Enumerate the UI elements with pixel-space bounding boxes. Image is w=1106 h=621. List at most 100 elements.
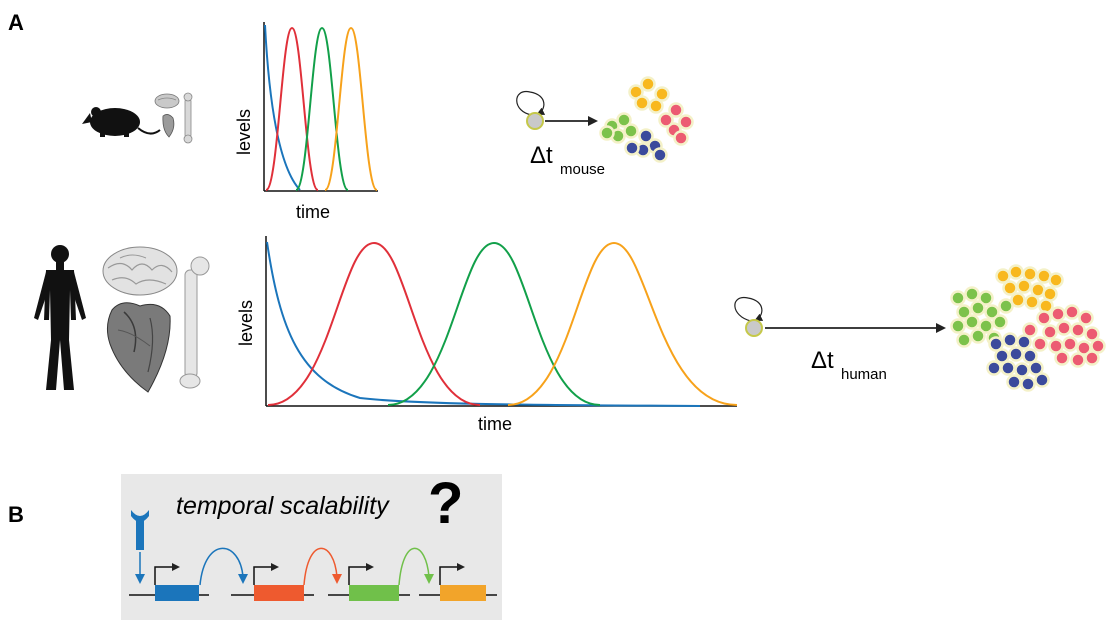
human-plot: levels time <box>236 236 738 434</box>
human-brain-icon <box>102 246 178 296</box>
mouse-curve-orange <box>324 26 378 191</box>
cell-red <box>668 102 684 118</box>
cell-red <box>1076 340 1092 356</box>
cell-yellow <box>1022 266 1038 282</box>
cell-red <box>1032 336 1048 352</box>
cell-yellow <box>995 268 1011 284</box>
cell-green <box>964 286 980 302</box>
cell-green <box>623 123 639 139</box>
cell-green <box>599 125 615 141</box>
human-heart-icon <box>106 302 171 393</box>
promoter-arrow-icon <box>154 563 180 585</box>
gene-2-box <box>254 585 304 601</box>
cell-yellow <box>634 95 650 111</box>
promoter-arrow-icon <box>348 563 374 585</box>
human-x-label: time <box>478 414 512 434</box>
progenitor-cell-icon <box>526 112 544 130</box>
cell-yellow <box>1024 294 1040 310</box>
mouse-delta-subscript: mouse <box>560 161 605 178</box>
cell-green <box>984 304 1000 320</box>
cell-blue <box>1008 346 1024 362</box>
mouse-brain-icon <box>154 93 180 109</box>
cell-red <box>1054 350 1070 366</box>
cell-blue <box>1020 376 1036 392</box>
human-bone-icon <box>179 256 210 389</box>
self-renewal-loop-icon <box>734 297 764 322</box>
receptor-icon <box>131 510 149 584</box>
cell-green <box>998 298 1014 314</box>
mouse-progenitor: Δt mouse <box>516 91 605 178</box>
cell-blue <box>652 147 668 163</box>
cell-blue <box>1000 360 1016 376</box>
cell-red <box>1078 310 1094 326</box>
mouse-silhouette-icon <box>82 107 161 137</box>
human-curve-green <box>387 241 601 406</box>
mouse-delta-symbol: Δt <box>530 142 553 169</box>
cell-yellow <box>1008 264 1024 280</box>
cell-yellow <box>1002 280 1018 296</box>
human-delta-symbol: Δt <box>811 347 834 374</box>
cell-red <box>1062 336 1078 352</box>
cell-yellow <box>1010 292 1026 308</box>
cell-green <box>964 314 980 330</box>
cell-yellow <box>1048 272 1064 288</box>
cell-red <box>1070 322 1086 338</box>
promoter-arrow-icon <box>439 563 465 585</box>
cell-red <box>1050 306 1066 322</box>
cell-red <box>1048 338 1064 354</box>
mouse-x-label: time <box>296 202 330 222</box>
cell-blue <box>988 336 1004 352</box>
promoter-arrow-icon <box>253 563 279 585</box>
regulation-arc-3 <box>398 547 430 586</box>
cell-blue <box>994 348 1010 364</box>
cell-blue <box>624 140 640 156</box>
cell-red <box>658 112 674 128</box>
cell-red <box>673 130 689 146</box>
cell-red <box>1036 310 1052 326</box>
panel-b: temporal scalability ? <box>121 471 502 620</box>
panel-b-label: B <box>8 502 24 527</box>
cell-green <box>978 290 994 306</box>
cell-blue <box>638 128 654 144</box>
cell-yellow <box>648 98 664 114</box>
gene-1-box <box>155 585 199 601</box>
cell-blue <box>1028 360 1044 376</box>
cell-red <box>1064 304 1080 320</box>
cell-green <box>992 314 1008 330</box>
cell-blue <box>1002 332 1018 348</box>
cell-green <box>950 318 966 334</box>
cell-red <box>1084 326 1100 342</box>
panel-b-title: temporal scalability <box>176 492 390 520</box>
cell-green <box>970 328 986 344</box>
mouse-curve-green <box>295 26 349 191</box>
cell-yellow <box>1016 278 1032 294</box>
progenitor-cell-icon <box>745 319 763 337</box>
gene-4-box <box>440 585 486 601</box>
cell-blue <box>1006 374 1022 390</box>
regulation-arc-2 <box>303 547 338 586</box>
cell-green <box>978 318 994 334</box>
cell-yellow <box>640 76 656 92</box>
cell-red <box>1090 338 1106 354</box>
cell-red <box>1022 322 1038 338</box>
mouse-bone-icon <box>183 92 193 144</box>
human-cell-cluster <box>950 264 1106 392</box>
cell-green <box>616 112 632 128</box>
gene-3-box <box>349 585 399 601</box>
cell-red <box>1070 352 1086 368</box>
cell-yellow <box>654 86 670 102</box>
mouse-curve-blue <box>264 24 301 191</box>
mouse-curve-red <box>265 26 319 191</box>
human-curve-blue <box>266 241 701 407</box>
panel-b-question-mark: ? <box>428 471 463 536</box>
human-curve-red <box>267 241 481 406</box>
cell-red <box>1084 350 1100 366</box>
cell-blue <box>1014 362 1030 378</box>
cell-green <box>956 332 972 348</box>
mouse-plot: levels time <box>234 22 378 222</box>
cell-red <box>678 114 694 130</box>
cell-blue <box>986 360 1002 376</box>
human-silhouette-icon <box>34 245 86 390</box>
human-progenitor: Δt human <box>734 297 946 383</box>
